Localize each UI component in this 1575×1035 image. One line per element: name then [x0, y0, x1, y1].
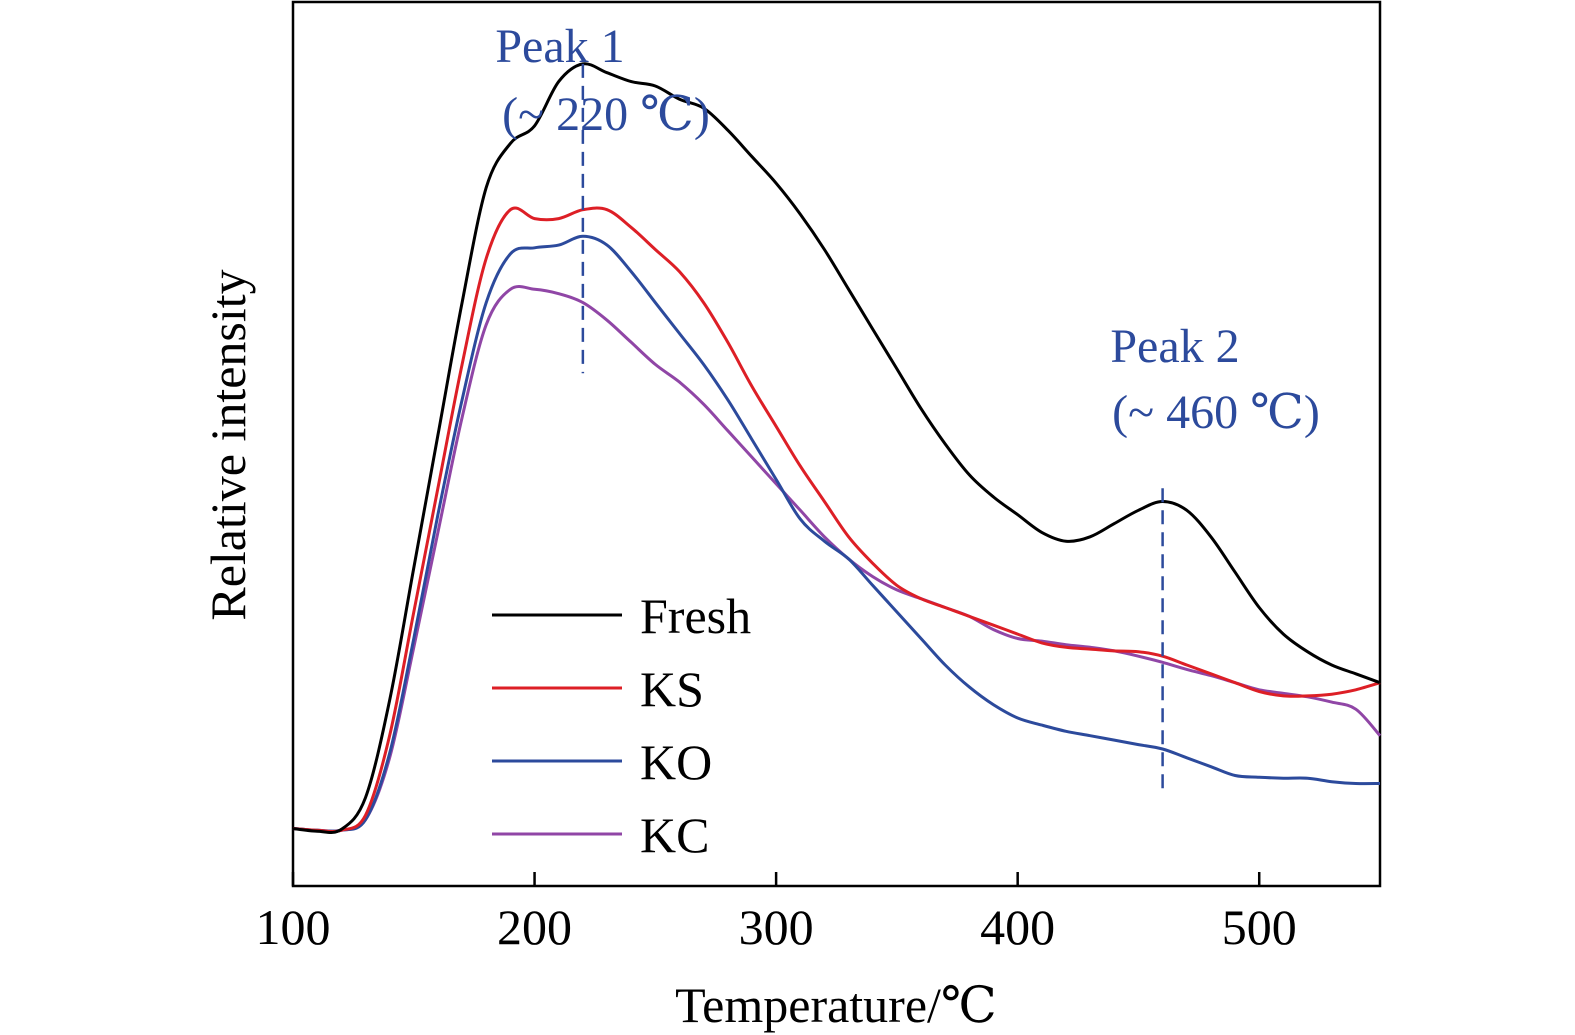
y-axis-label: Relative intensity	[200, 269, 256, 620]
series-line-ks	[292, 206, 1381, 833]
x-tick-label-300: 300	[739, 899, 814, 955]
peak-1-temperature: (~ 220 ℃)	[502, 88, 710, 141]
plot-frame	[291, 0, 1382, 888]
x-axis-label: Temperature/℃	[675, 977, 997, 1033]
legend-label-kc: KC	[640, 807, 709, 863]
x-tick-label-200: 200	[497, 899, 572, 955]
x-tick-label-400: 400	[980, 899, 1055, 955]
series-line-fresh	[292, 62, 1381, 834]
peak-2-temperature: (~ 460 ℃)	[1112, 386, 1320, 439]
legend-label-ks: KS	[640, 661, 704, 717]
x-tick-label-500: 500	[1222, 899, 1297, 955]
x-tick-label-100: 100	[256, 899, 331, 955]
peak-2-label: Peak 2	[1110, 320, 1239, 373]
peak-1-label: Peak 1	[495, 20, 624, 73]
x-axis-tick-labels: 100 200 300 400 500	[256, 899, 1297, 955]
legend-label-fresh: Fresh	[640, 588, 751, 644]
legend-label-ko: KO	[640, 734, 712, 790]
x-axis-ticks	[291, 872, 1261, 886]
series-line-ko	[292, 234, 1381, 833]
series-line-kc	[292, 285, 1382, 833]
legend: Fresh KS KO KC	[492, 588, 751, 863]
annotations: Peak 1 (~ 220 ℃) Peak 2 (~ 460 ℃)	[495, 20, 1320, 789]
series-lines	[292, 62, 1382, 834]
